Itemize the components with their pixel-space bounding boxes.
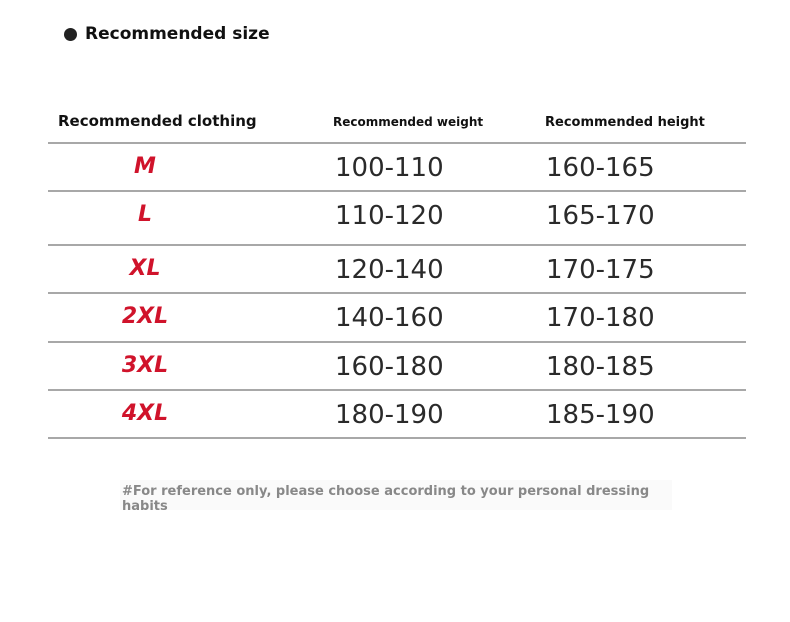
table-row: L 110-120 165-170	[48, 190, 746, 244]
weight-cell: 160-180	[335, 352, 444, 382]
height-cell: 165-170	[546, 201, 655, 231]
weight-cell: 100-110	[335, 153, 444, 183]
header-clothing: Recommended clothing	[58, 112, 257, 130]
section-title-text: Recommended size	[85, 24, 270, 44]
height-cell: 170-180	[546, 303, 655, 333]
height-cell: 160-165	[546, 153, 655, 183]
size-cell: 4XL	[121, 401, 169, 426]
weight-cell: 180-190	[335, 400, 444, 430]
weight-cell: 110-120	[335, 201, 444, 231]
header-weight: Recommended weight	[333, 115, 484, 129]
height-cell: 185-190	[546, 400, 655, 430]
weight-cell: 140-160	[335, 303, 444, 333]
header-height: Recommended height	[545, 115, 705, 130]
section-title: Recommended size	[64, 24, 270, 44]
table-row: 4XL 180-190 185-190	[48, 389, 746, 439]
height-cell: 170-175	[546, 255, 655, 285]
table-row: M 100-110 160-165	[48, 142, 746, 190]
size-cell: 3XL	[121, 353, 169, 378]
height-cell: 180-185	[546, 352, 655, 382]
weight-cell: 120-140	[335, 255, 444, 285]
table-row: 2XL 140-160 170-180	[48, 292, 746, 341]
size-cell: 2XL	[121, 304, 169, 329]
table-row: XL 120-140 170-175	[48, 244, 746, 292]
size-cell: L	[137, 202, 153, 227]
bullet-icon	[64, 27, 77, 41]
size-cell: M	[134, 154, 156, 179]
size-cell: XL	[129, 256, 161, 281]
reference-note: #For reference only, please choose accor…	[120, 480, 672, 514]
table-row: 3XL 160-180 180-185	[48, 341, 746, 389]
